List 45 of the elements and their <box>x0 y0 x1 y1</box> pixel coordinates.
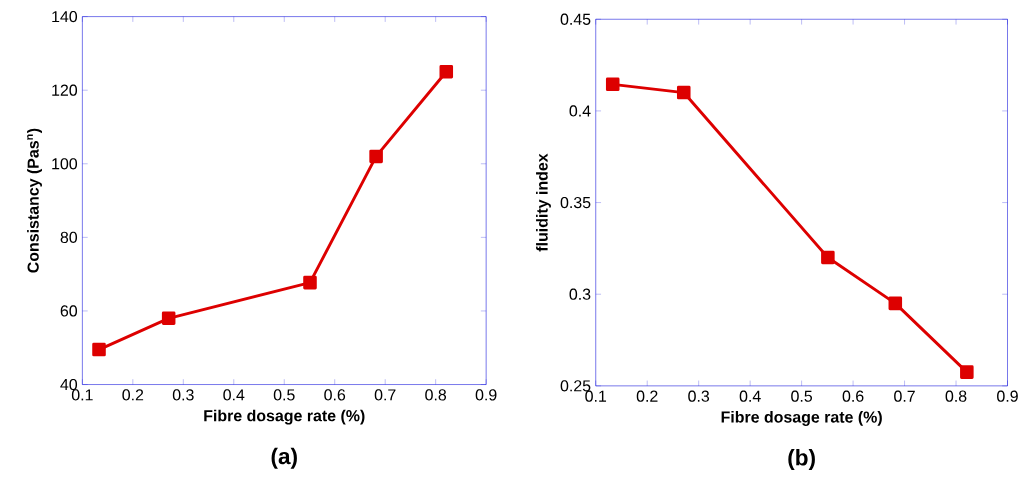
x-tick-label: 0.6 <box>324 389 346 401</box>
x-tick-label: 0.4 <box>739 390 761 402</box>
x-tick-label: 0.3 <box>172 389 194 401</box>
x-tick-label: 0.8 <box>425 389 447 401</box>
point <box>161 311 176 326</box>
text: (a) <box>271 447 297 469</box>
y-tick-label: 60 <box>60 305 78 317</box>
x-tick-label: 0.5 <box>273 389 295 401</box>
x-tick-label: 0.3 <box>688 390 710 402</box>
point <box>92 342 106 357</box>
x-tick-label: 0.1 <box>585 390 607 402</box>
point <box>676 85 691 100</box>
y-tick-label: 0.45 <box>560 13 591 25</box>
point <box>821 250 835 265</box>
text: (b) <box>788 448 815 470</box>
point <box>605 77 620 92</box>
x-axis-title: Fibre dosage rate (%) <box>721 410 882 426</box>
y-tick-label: 0.4 <box>569 105 591 117</box>
point <box>960 365 974 379</box>
x-tick-label: 0.7 <box>894 390 915 402</box>
y-tick-label: 100 <box>52 158 78 170</box>
x-tick-label: 0.9 <box>997 390 1018 402</box>
y-tick-label: 0.25 <box>560 380 591 392</box>
point <box>888 296 903 311</box>
y-axis-title: fluidity index <box>536 153 551 252</box>
x-tick-label: 0.6 <box>842 390 864 402</box>
y-tick-label: 80 <box>60 231 78 243</box>
y-tick-label: 120 <box>52 84 78 96</box>
x-tick-label: 0.4 <box>223 389 245 401</box>
x-tick-label: 0.8 <box>945 390 967 402</box>
y-tick-label: 0.3 <box>569 288 591 300</box>
y-tick-label: 140 <box>52 10 78 23</box>
x-tick-label: 0.7 <box>374 389 396 401</box>
x-tick-label: 0.9 <box>475 389 497 401</box>
x-axis-title: Fibre dosage rate (%) <box>204 409 365 425</box>
x-tick-label: 0.5 <box>791 390 813 402</box>
x-tick-label: 0.2 <box>636 390 658 402</box>
x-tick-label: 0.1 <box>71 389 93 401</box>
point <box>439 64 454 79</box>
y-tick-label: 40 <box>60 378 78 391</box>
y-tick-label: 0.35 <box>560 196 591 209</box>
point <box>369 149 383 164</box>
y-axis-title: Consistancy (Pas$^{n}$) <box>27 128 42 273</box>
x-tick-label: 0.2 <box>122 389 144 401</box>
point <box>303 275 317 290</box>
